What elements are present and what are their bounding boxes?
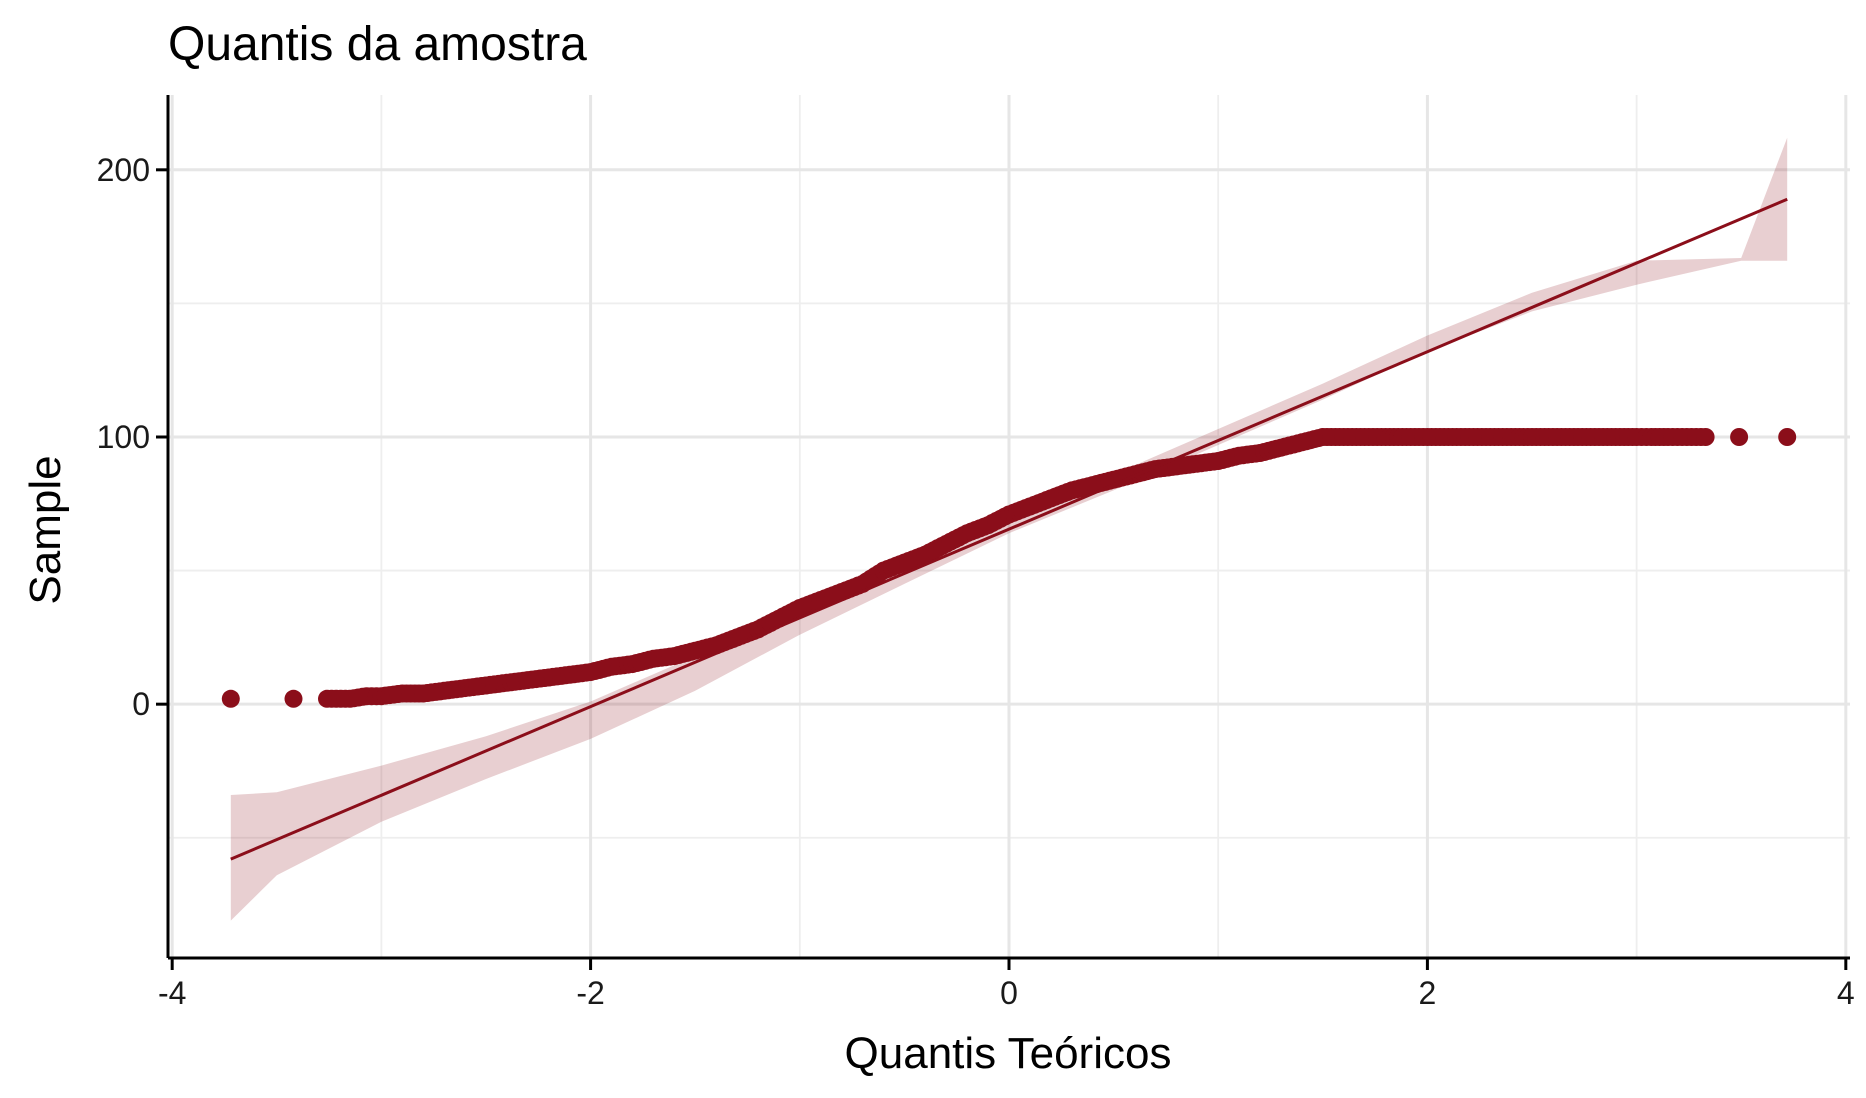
sample-points — [221, 428, 1797, 708]
x-tick-label: -4 — [158, 975, 186, 1011]
y-axis-title: Sample — [21, 455, 70, 604]
chart-title: Quantis da amostra — [168, 18, 587, 71]
x-tick-label: 2 — [1419, 975, 1437, 1011]
sample-point — [1778, 428, 1797, 446]
x-axis-title: Quantis Teóricos — [845, 1029, 1172, 1078]
sample-point — [284, 689, 303, 708]
x-tick-label: 0 — [1000, 975, 1018, 1011]
y-tick-label: 100 — [97, 419, 150, 455]
reference-line — [230, 197, 1788, 861]
sample-point — [1696, 428, 1715, 446]
y-tick-label: 0 — [132, 686, 150, 722]
sample-point — [221, 689, 240, 708]
sample-point — [1730, 428, 1749, 446]
y-axis-ticks: 0 100 200 — [97, 152, 168, 722]
x-tick-label: 4 — [1837, 975, 1855, 1011]
x-axis-ticks: -4 -2 0 2 4 — [158, 958, 1855, 1011]
x-tick-label: -2 — [576, 975, 604, 1011]
y-tick-label: 200 — [97, 152, 150, 188]
